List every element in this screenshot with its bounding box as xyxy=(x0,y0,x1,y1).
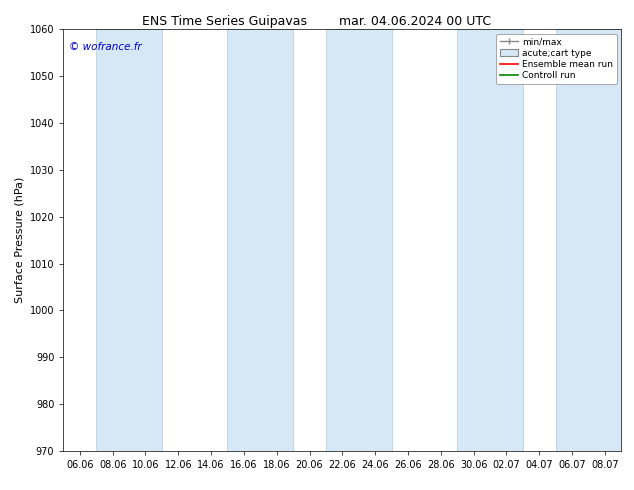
Bar xyxy=(228,29,293,451)
Legend: min/max, acute;cart type, Ensemble mean run, Controll run: min/max, acute;cart type, Ensemble mean … xyxy=(496,34,617,84)
Text: ENS Time Series Guipavas        mar. 04.06.2024 00 UTC: ENS Time Series Guipavas mar. 04.06.2024… xyxy=(143,15,491,28)
Bar xyxy=(457,29,523,451)
Bar xyxy=(96,29,162,451)
Bar xyxy=(326,29,392,451)
Text: © wofrance.fr: © wofrance.fr xyxy=(69,42,141,52)
Bar xyxy=(555,29,621,451)
Y-axis label: Surface Pressure (hPa): Surface Pressure (hPa) xyxy=(14,177,24,303)
